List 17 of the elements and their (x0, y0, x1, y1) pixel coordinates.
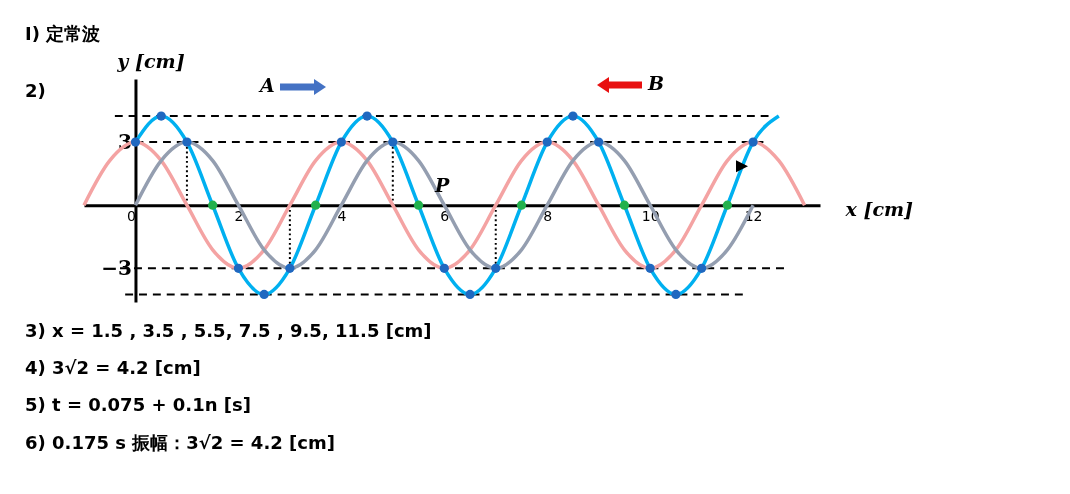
x-tick-label: 4 (337, 207, 347, 224)
x-tick-label: 8 (543, 207, 553, 224)
x-tick-label: 0 (127, 207, 136, 224)
text: 5) t = 0.075 + 0.1n [s] (25, 394, 251, 415)
x-tick-label: 6 (440, 207, 450, 224)
annotation: B (648, 72, 665, 94)
text: 6) 0.175 s 振幅：3√2 = 4.2 [cm] (25, 431, 335, 455)
x-tick-label: 2 (234, 207, 244, 224)
y-axis-title: y [cm] (116, 49, 185, 72)
chart-title: I) 定常波 (25, 22, 101, 46)
annotation: P (435, 174, 450, 196)
y-tick-label: −3 (101, 255, 132, 280)
x-axis-title: x [cm] (844, 197, 914, 220)
annotation: A (260, 74, 275, 96)
text: 3) x = 1.5 , 3.5 , 5.5, 7.5 , 9.5, 11.5 [cm] (25, 320, 432, 341)
text: 4) 3√2 = 4.2 [cm] (25, 357, 201, 378)
text: 2) (25, 80, 46, 101)
